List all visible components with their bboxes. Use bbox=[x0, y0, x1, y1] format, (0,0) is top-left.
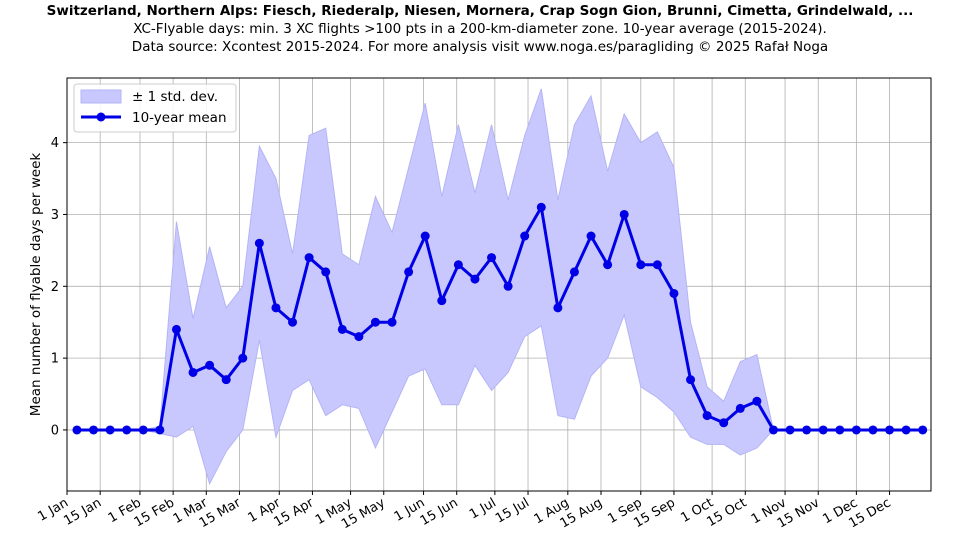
mean-point bbox=[89, 425, 99, 435]
y-axis-label: Mean number of flyable days per week bbox=[28, 153, 44, 417]
mean-point bbox=[885, 425, 895, 435]
mean-point bbox=[437, 296, 447, 306]
mean-point bbox=[553, 303, 563, 313]
mean-point bbox=[785, 425, 795, 435]
legend-line-marker bbox=[96, 112, 106, 122]
mean-point bbox=[321, 267, 331, 277]
mean-point bbox=[818, 425, 828, 435]
y-tick-label: 1 bbox=[51, 352, 59, 367]
mean-point bbox=[188, 367, 198, 377]
legend-band-label: ± 1 std. dev. bbox=[132, 89, 218, 105]
x-tick-label: 15 Jun bbox=[418, 495, 461, 528]
legend-band-swatch bbox=[80, 89, 122, 104]
mean-point bbox=[72, 425, 82, 435]
std-dev-band bbox=[76, 88, 923, 486]
mean-point bbox=[404, 267, 414, 277]
y-tick-label: 4 bbox=[51, 136, 59, 151]
chart-source: Data source: Xcontest 2015-2024. For mor… bbox=[131, 39, 829, 55]
mean-point bbox=[122, 425, 132, 435]
mean-point bbox=[370, 317, 380, 327]
mean-point bbox=[752, 396, 762, 406]
mean-point bbox=[669, 288, 679, 298]
x-tick-label: 1 Jul bbox=[467, 495, 499, 522]
x-tick-label: 15 Jan bbox=[61, 495, 104, 528]
mean-line bbox=[76, 205, 923, 432]
chart-title: Switzerland, Northern Alps: Fiesch, Ried… bbox=[46, 3, 914, 19]
y-tick-label: 3 bbox=[51, 208, 59, 223]
mean-point bbox=[503, 281, 513, 291]
mean-point bbox=[238, 353, 248, 363]
mean-points bbox=[72, 202, 928, 435]
mean-point bbox=[387, 317, 397, 327]
legend: ± 1 std. dev. 10-year mean bbox=[73, 83, 237, 133]
mean-point bbox=[354, 332, 364, 342]
mean-point bbox=[686, 375, 696, 385]
mean-point bbox=[802, 425, 812, 435]
mean-point bbox=[337, 324, 347, 334]
mean-point bbox=[636, 260, 646, 270]
mean-point bbox=[155, 425, 165, 435]
y-tick-label: 2 bbox=[51, 280, 59, 295]
mean-point bbox=[453, 260, 463, 270]
mean-point bbox=[768, 425, 778, 435]
mean-point bbox=[520, 231, 530, 241]
mean-point bbox=[868, 425, 878, 435]
mean-point bbox=[835, 425, 845, 435]
mean-point bbox=[851, 425, 861, 435]
x-tick-label: 15 Jul bbox=[493, 495, 532, 526]
chart-subtitle: XC-Flyable days: min. 3 XC flights >100 … bbox=[133, 21, 827, 37]
axes-frame bbox=[66, 77, 932, 492]
y-tick-label: 0 bbox=[51, 423, 59, 438]
y-ticks: 0 1 2 3 4 bbox=[51, 136, 67, 438]
mean-point bbox=[586, 231, 596, 241]
mean-point bbox=[420, 231, 430, 241]
legend-line-label: 10-year mean bbox=[132, 110, 227, 126]
mean-point bbox=[304, 253, 314, 263]
mean-point bbox=[105, 425, 115, 435]
mean-point bbox=[719, 418, 729, 428]
mean-point bbox=[221, 375, 231, 385]
mean-point bbox=[536, 202, 546, 212]
mean-point bbox=[901, 425, 911, 435]
mean-point bbox=[271, 303, 281, 313]
mean-point bbox=[138, 425, 148, 435]
mean-point bbox=[205, 360, 215, 370]
mean-point bbox=[603, 260, 613, 270]
mean-point bbox=[254, 238, 264, 248]
mean-point bbox=[918, 425, 928, 435]
mean-point bbox=[702, 411, 712, 421]
mean-point bbox=[735, 403, 745, 413]
mean-point bbox=[569, 267, 579, 277]
mean-point bbox=[487, 253, 497, 263]
mean-point bbox=[288, 317, 298, 327]
mean-point bbox=[619, 209, 629, 219]
mean-point bbox=[652, 260, 662, 270]
mean-point bbox=[470, 274, 480, 284]
mean-point bbox=[171, 324, 181, 334]
